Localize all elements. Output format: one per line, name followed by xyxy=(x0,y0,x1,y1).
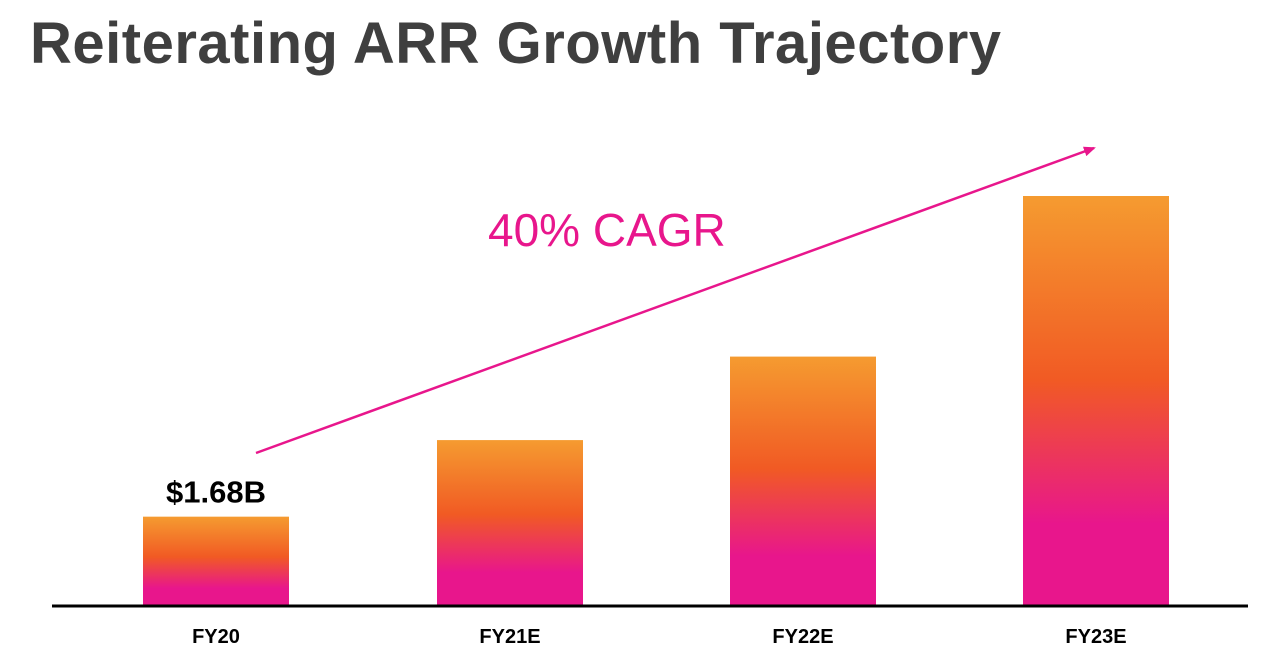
bar-fy21e xyxy=(437,440,583,606)
x-tick-label: FY22E xyxy=(772,626,833,648)
x-tick-label: FY23E xyxy=(1065,626,1126,648)
bar-fy22e xyxy=(730,356,876,606)
page-title: Reiterating ARR Growth Trajectory xyxy=(30,11,1002,76)
x-tick-label: FY21E xyxy=(479,626,540,648)
cagr-annotation: 40% CAGR xyxy=(488,204,726,256)
x-tick-label: FY20 xyxy=(192,626,240,648)
bar-fy20 xyxy=(143,516,289,606)
data-label: $1.68B xyxy=(166,475,266,510)
bar-fy23e xyxy=(1023,196,1169,606)
trend-arrow xyxy=(255,146,1096,455)
